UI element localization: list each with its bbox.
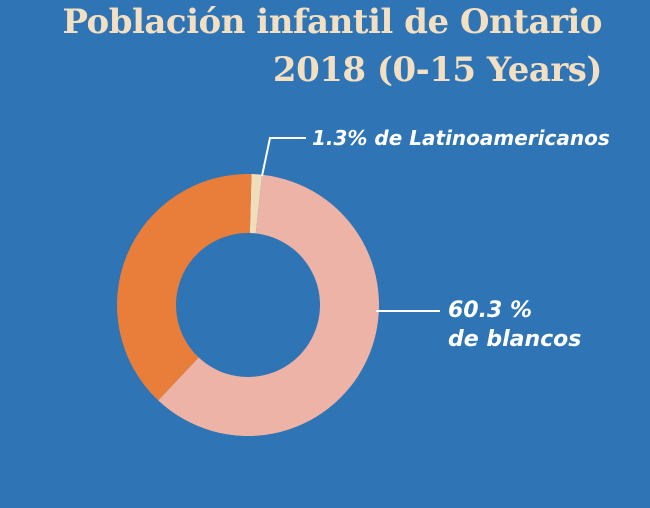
chart-subtitle: 2018 (0-15 Years) [272, 50, 603, 90]
donut-slice-blancos [158, 174, 379, 437]
label-blancos-value: 60.3 % [448, 298, 532, 323]
donut-slice-other [117, 174, 252, 401]
donut-slices [117, 174, 379, 437]
label-latinoamericanos: 1.3% de Latinoamericanos [312, 126, 610, 150]
leader-line-latinoamericanos [261, 137, 306, 177]
donut-slice-latinoamericanos [249, 174, 263, 234]
label-blancos-text: de blancos [448, 327, 581, 352]
chart-title: Población infantil de Ontario [62, 2, 602, 42]
